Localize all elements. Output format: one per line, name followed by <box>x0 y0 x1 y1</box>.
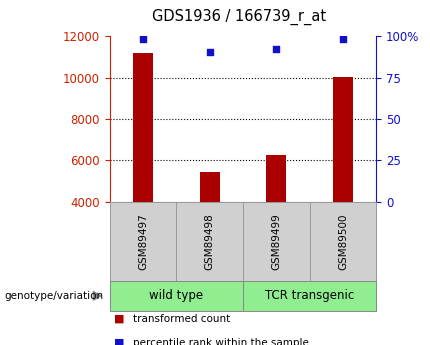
Text: percentile rank within the sample: percentile rank within the sample <box>133 338 309 345</box>
Text: GDS1936 / 166739_r_at: GDS1936 / 166739_r_at <box>152 9 326 25</box>
Point <box>206 49 213 55</box>
Bar <box>310 202 376 281</box>
Bar <box>243 281 376 310</box>
Text: GSM89500: GSM89500 <box>338 213 348 270</box>
Text: transformed count: transformed count <box>133 314 230 324</box>
Point <box>273 47 280 52</box>
Text: ■: ■ <box>114 338 124 345</box>
Bar <box>243 202 310 281</box>
Bar <box>333 77 353 202</box>
Bar <box>110 281 243 310</box>
Bar <box>176 202 243 281</box>
Point <box>140 36 147 41</box>
Text: GSM89498: GSM89498 <box>205 213 215 270</box>
Bar <box>200 172 220 202</box>
Text: TCR transgenic: TCR transgenic <box>265 289 354 302</box>
Text: ■: ■ <box>114 314 124 324</box>
Text: GSM89499: GSM89499 <box>271 213 281 270</box>
Bar <box>133 53 153 202</box>
Text: GSM89497: GSM89497 <box>138 213 148 270</box>
Bar <box>266 155 286 202</box>
Text: genotype/variation: genotype/variation <box>4 291 104 301</box>
Point <box>340 36 347 41</box>
Bar <box>110 202 176 281</box>
Text: wild type: wild type <box>149 289 203 302</box>
